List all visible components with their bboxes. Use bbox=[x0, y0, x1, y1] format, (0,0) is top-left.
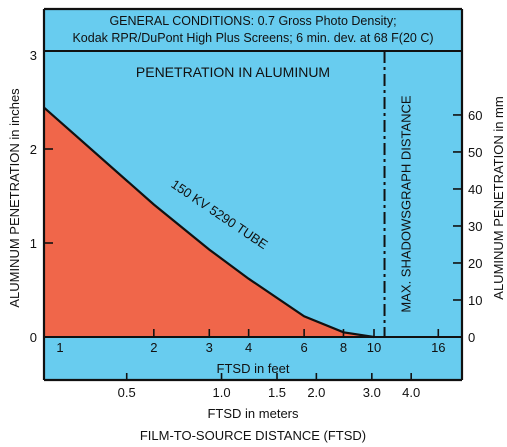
penetration-area bbox=[44, 107, 374, 337]
y-tick-label-mm: 30 bbox=[468, 219, 482, 234]
y-tick-label-mm: 10 bbox=[468, 293, 482, 308]
series-line-150kv bbox=[43, 106, 375, 339]
inner-title: PENETRATION IN ALUMINUM bbox=[136, 64, 330, 80]
y-tick-label-mm: 60 bbox=[468, 108, 482, 123]
x-tick-label-meters: 0.5 bbox=[118, 385, 136, 400]
max-distance-label: MAX. SHADOWSGRAPH DISTANCE bbox=[399, 95, 414, 313]
x-axis-title-main: FILM-TO-SOURCE DISTANCE (FTSD) bbox=[140, 428, 366, 443]
y-tick-label-inches: 1 bbox=[30, 236, 37, 251]
y-tick-label-inches: 2 bbox=[30, 142, 37, 157]
y-tick-label-inches: 3 bbox=[30, 48, 37, 63]
y-tick-label-mm: 40 bbox=[468, 182, 482, 197]
x-tick-label-meters: 1.0 bbox=[212, 385, 230, 400]
x-tick-label-meters: 4.0 bbox=[402, 385, 420, 400]
x-tick-label-feet: 4 bbox=[245, 340, 252, 355]
x-tick-label-feet: 8 bbox=[340, 340, 347, 355]
x-tick-label-feet: 6 bbox=[301, 340, 308, 355]
x-axis-title-feet: FTSD in feet bbox=[217, 361, 290, 376]
title-box-background bbox=[44, 9, 462, 51]
x-axis-title-meters: FTSD in meters bbox=[207, 406, 299, 421]
y-tick-label-mm: 0 bbox=[468, 330, 475, 345]
title-line-1: GENERAL CONDITIONS: 0.7 Gross Photo Dens… bbox=[109, 14, 396, 28]
x-tick-label-feet: 3 bbox=[206, 340, 213, 355]
x-tick-label-feet: 16 bbox=[431, 340, 445, 355]
y-axis-title-right: ALUMINUM PENETRATION in mm bbox=[491, 96, 506, 299]
y-tick-label-mm: 50 bbox=[468, 145, 482, 160]
x-tick-label-feet: 10 bbox=[367, 340, 381, 355]
y-axis-title-left: ALUMINUM PENETRATION in inches bbox=[7, 88, 22, 308]
title-line-2: Kodak RPR/DuPont High Plus Screens; 6 mi… bbox=[72, 31, 433, 45]
y-tick-label-inches: 0 bbox=[30, 330, 37, 345]
x-tick-label-meters: 2.0 bbox=[307, 385, 325, 400]
x-tick-label-feet: 2 bbox=[150, 340, 157, 355]
scale-strip-background bbox=[44, 337, 462, 380]
x-tick-label-feet: 1 bbox=[56, 340, 63, 355]
x-tick-label-meters: 3.0 bbox=[363, 385, 381, 400]
y-tick-label-mm: 20 bbox=[468, 256, 482, 271]
x-tick-label-meters: 1.5 bbox=[268, 385, 286, 400]
